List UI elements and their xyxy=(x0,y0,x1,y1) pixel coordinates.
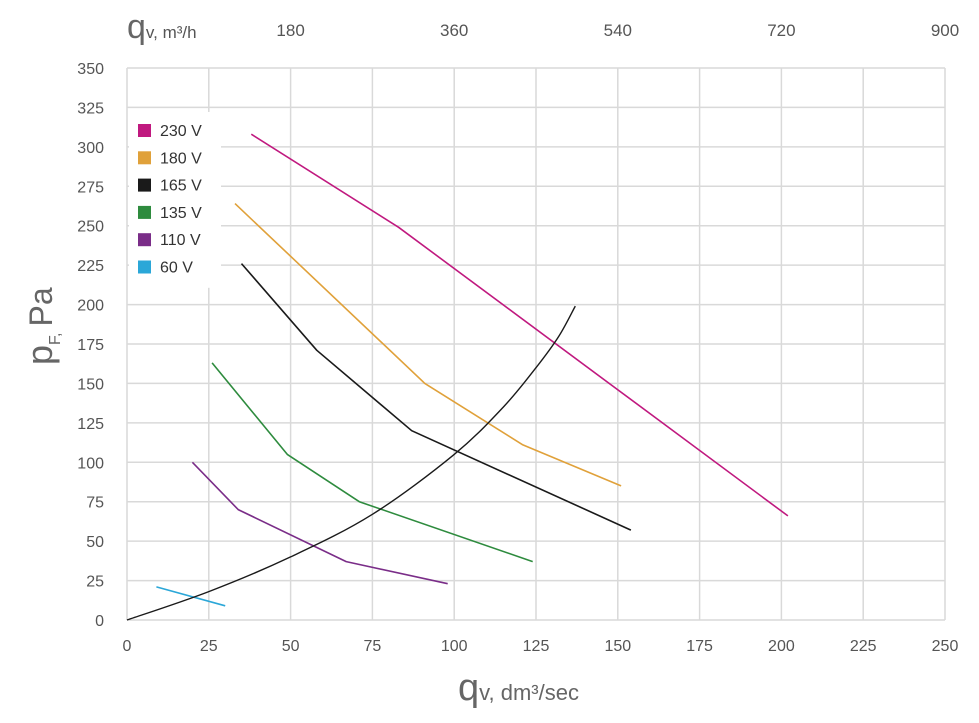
y-tick-label: 275 xyxy=(77,179,104,196)
top-axis-label: qv, m³/h xyxy=(127,8,197,46)
top-tick-label: 720 xyxy=(767,21,795,40)
y-tick-label: 150 xyxy=(77,376,104,393)
x-tick-label: 200 xyxy=(768,638,795,655)
x-tick-label: 175 xyxy=(686,638,713,655)
y-tick-label: 125 xyxy=(77,416,104,433)
x-tick-label: 75 xyxy=(364,638,382,655)
y-tick-label: 50 xyxy=(86,534,104,551)
y-tick-label: 25 xyxy=(86,574,104,591)
series-line xyxy=(211,362,533,563)
legend: 230 V 180 V 165 V 135 V 110 V 60 V xyxy=(138,123,202,277)
x-axis-label-q: q xyxy=(458,667,479,709)
y-tick-label: 100 xyxy=(77,455,104,472)
x-tick-label: 0 xyxy=(123,638,132,655)
top-axis-label-q: q xyxy=(127,8,146,46)
x-axis-ticks: 0 25 50 75 100 125 150 175 200 225 250 xyxy=(123,638,959,655)
top-tick-label: 900 xyxy=(931,21,959,40)
system-curve xyxy=(126,305,576,621)
grid xyxy=(126,67,946,621)
x-axis-label: qv, dm³/sec xyxy=(458,667,579,709)
x-tick-label: 225 xyxy=(850,638,877,655)
series-line xyxy=(240,263,632,531)
top-axis-ticks: 180 360 540 720 900 xyxy=(276,21,959,40)
x-tick-label: 100 xyxy=(441,638,468,655)
series-line xyxy=(250,133,789,517)
legend-swatch xyxy=(138,124,151,137)
series-line xyxy=(234,203,622,487)
y-tick-label: 175 xyxy=(77,337,104,354)
x-tick-label: 150 xyxy=(604,638,631,655)
x-tick-label: 25 xyxy=(200,638,218,655)
x-tick-label: 125 xyxy=(523,638,550,655)
y-tick-label: 300 xyxy=(77,140,104,157)
x-axis-label-unit: v, dm³/sec xyxy=(479,680,579,705)
top-tick-label: 360 xyxy=(440,21,468,40)
y-tick-label: 350 xyxy=(77,61,104,78)
legend-entry: 60 V xyxy=(160,260,193,277)
y-tick-label: 200 xyxy=(77,298,104,315)
top-tick-label: 540 xyxy=(604,21,632,40)
y-tick-label: 325 xyxy=(77,100,104,117)
legend-swatch xyxy=(138,178,151,192)
legend-entry: 230 V xyxy=(160,123,202,140)
series-line xyxy=(191,461,448,585)
legend-entry: 180 V xyxy=(160,150,202,167)
y-axis-label-unit: Pa xyxy=(23,287,59,326)
y-axis-label: pF, Pa xyxy=(19,287,64,365)
y-axis-label-group: pF, Pa xyxy=(19,287,64,365)
legend-swatch xyxy=(138,151,151,165)
legend-entry: 110 V xyxy=(160,232,201,249)
y-axis-label-p: p xyxy=(19,345,60,365)
legend-swatch xyxy=(138,233,151,247)
top-axis-label-unit: v, m³/h xyxy=(146,23,197,42)
y-tick-label: 75 xyxy=(86,495,104,512)
y-tick-label: 0 xyxy=(95,613,104,630)
legend-background xyxy=(129,112,221,288)
legend-swatch xyxy=(138,205,151,219)
series-line xyxy=(156,586,226,607)
series-lines xyxy=(126,133,789,621)
y-axis-label-sub: F, xyxy=(47,333,64,345)
legend-entry: 135 V xyxy=(160,205,202,222)
x-tick-label: 50 xyxy=(282,638,300,655)
legend-swatch xyxy=(138,260,151,274)
y-tick-label: 250 xyxy=(77,219,104,236)
x-tick-label: 250 xyxy=(932,638,959,655)
y-axis-ticks: 0 25 50 75 100 125 150 175 200 225 250 275 300 325 350 xyxy=(77,61,104,630)
y-tick-label: 225 xyxy=(77,258,104,275)
top-tick-label: 180 xyxy=(276,21,304,40)
legend-entry: 165 V xyxy=(160,178,202,195)
